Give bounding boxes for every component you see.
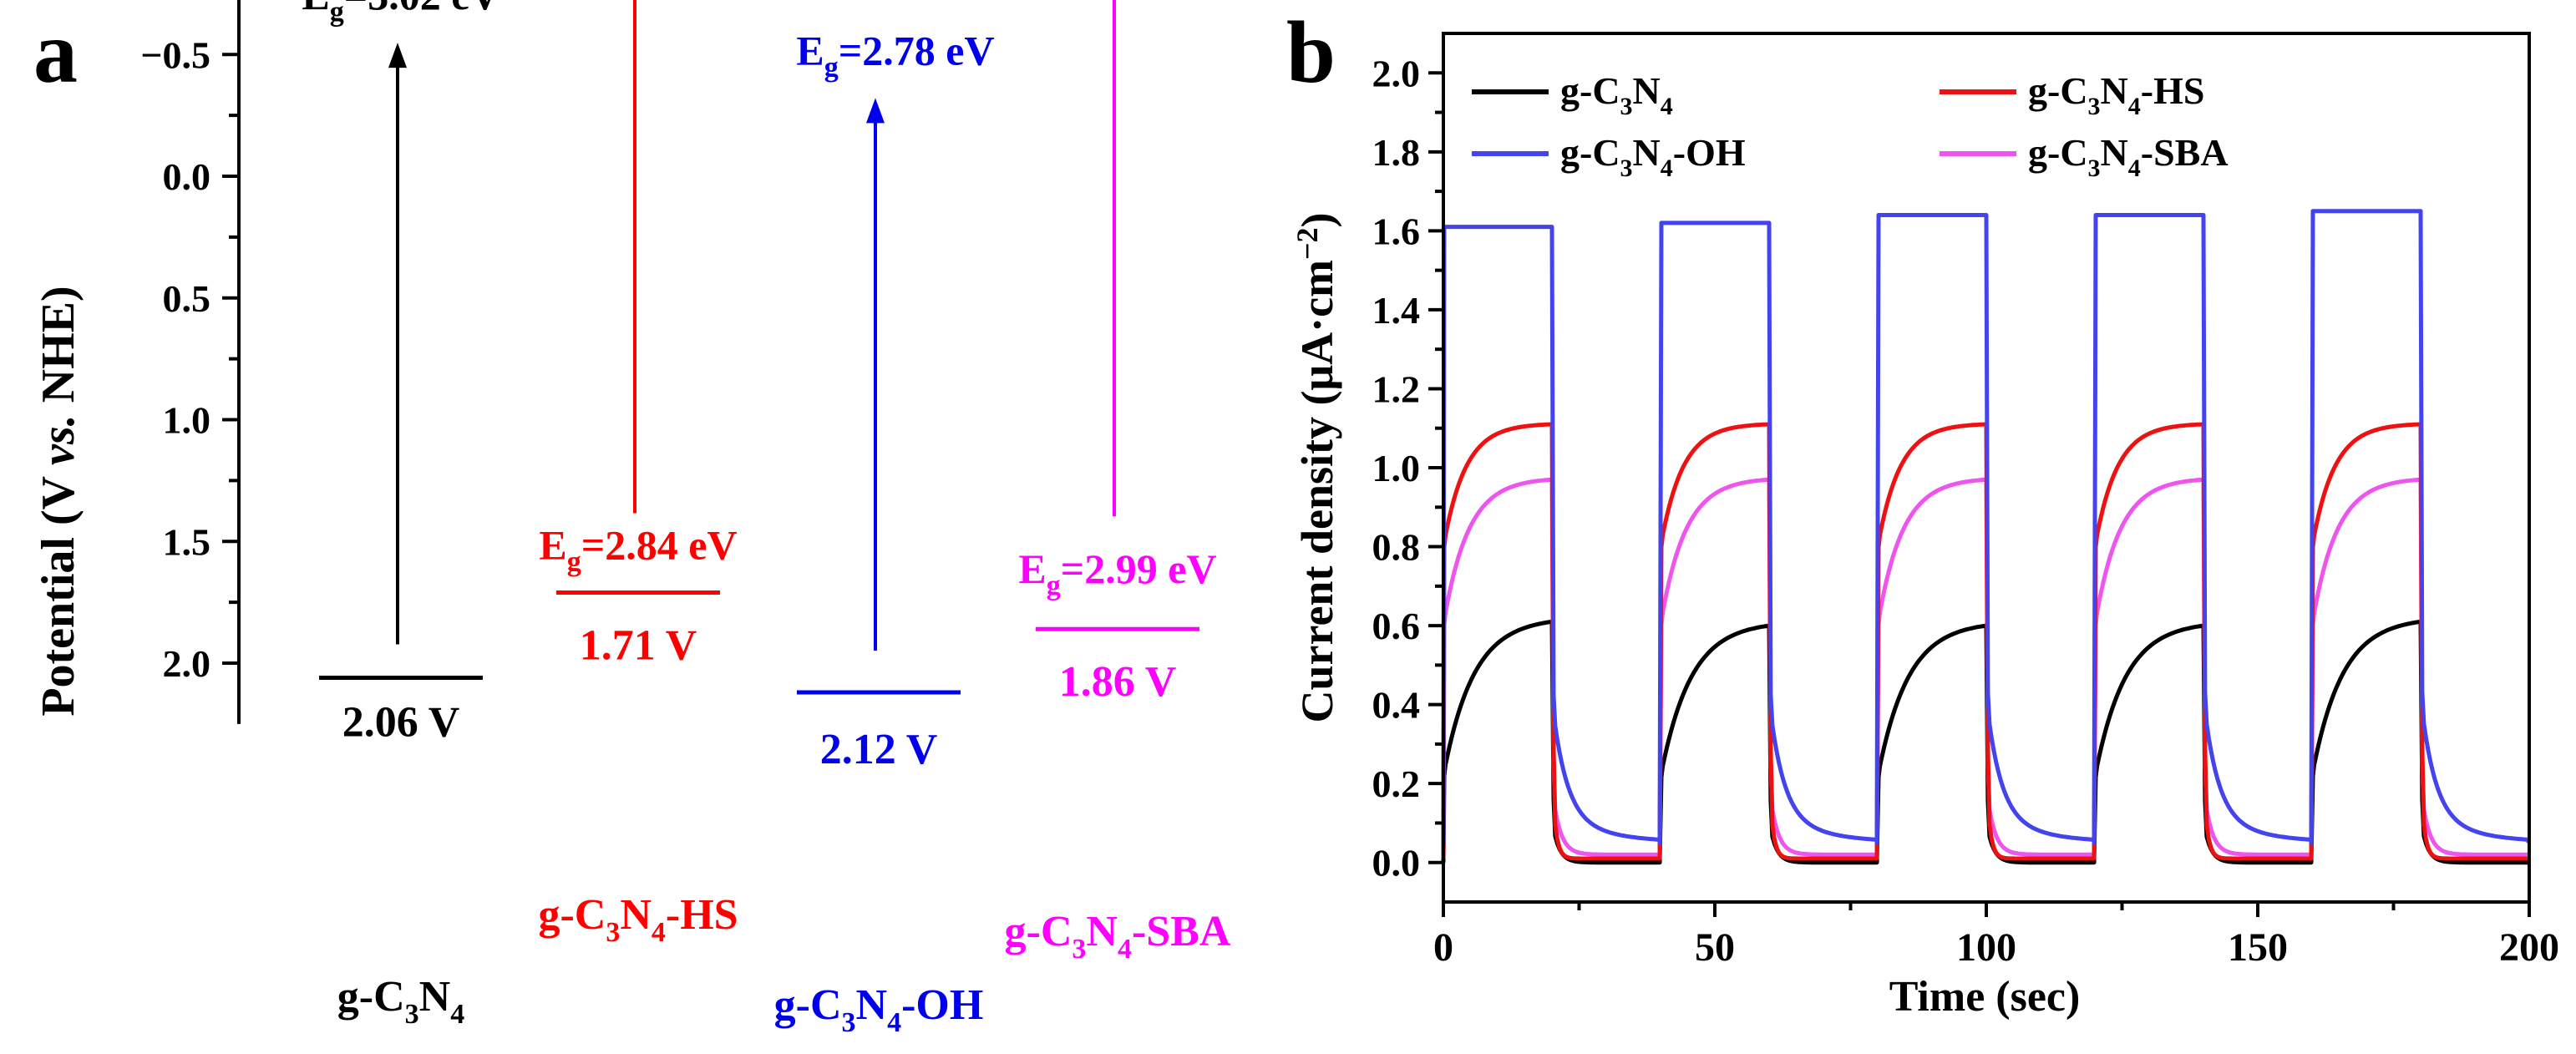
legend-entry-label: g-C3N4 [1560, 69, 1673, 120]
x-tick-label: 0 [1433, 925, 1453, 970]
y-tick-label: 0.4 [1372, 684, 1421, 727]
band-y-tick-label: 0.0 [163, 155, 211, 198]
photocurrent-ticks: 0 50 100 150 200 0.0 0.2 0.4 0.6 0.8 1.0 1.2 1.4 1.6 1… [1372, 52, 2560, 970]
legend-entry-label: g-C3N4-HS [2028, 69, 2204, 120]
vb-potential-label: 1.86 V [1059, 658, 1177, 706]
band-gap-label: Eg=2.78 eV [796, 27, 994, 83]
panel-label-b: b [1286, 3, 1336, 101]
band-gap-label: Eg=2.84 eV [539, 521, 737, 577]
vb-potential-label: 2.12 V [820, 726, 938, 773]
y-tick-label: 0.8 [1372, 526, 1421, 569]
photocurrent-series [1441, 209, 2531, 865]
y-tick-label: 1.0 [1372, 447, 1421, 489]
legend: g-C3N4 g-C3N4-HS g-C3N4-OH g-C3N4-SBA [1472, 69, 2229, 182]
y-tick-label: 0.6 [1372, 605, 1421, 647]
band-y-tick-label: 1.0 [163, 399, 211, 442]
band-gap-label: Eg=2.99 eV [1018, 545, 1216, 601]
vb-potential-label: 2.06 V [342, 698, 460, 746]
photocurrent-y-axis-label: Current density (μA·cm−2) [1291, 212, 1342, 722]
y-tick-label: 1.4 [1372, 289, 1421, 332]
band-y-tick-label: 0.5 [163, 277, 211, 320]
band-y-tick-label: 2.0 [163, 642, 211, 685]
panel-label-a: a [33, 3, 78, 101]
band-gap-label: Eg=3.02 eV [302, 0, 499, 28]
legend-entry-label: g-C3N4-SBA [2028, 131, 2229, 182]
band-y-tick-label: 1.5 [163, 520, 211, 563]
x-tick-label: 100 [1956, 925, 2016, 970]
y-tick-label: 1.8 [1372, 131, 1421, 174]
vb-potential-label: 1.71 V [580, 621, 697, 669]
sample-name-label: g-C3N4 [337, 973, 464, 1030]
arrow-head [388, 43, 407, 68]
sample-name-label: g-C3N4-HS [538, 891, 738, 948]
legend-entry-label: g-C3N4-OH [1560, 131, 1746, 182]
x-tick-label: 150 [2228, 925, 2288, 970]
y-tick-label: 0.2 [1372, 763, 1421, 805]
arrow-head [866, 98, 885, 124]
band-y-ticks: −1.0−0.50.00.51.01.52.0 [140, 33, 239, 685]
photocurrent-x-axis-label: Time (sec) [1889, 973, 2081, 1021]
sample-name-label: g-C3N4-OH [774, 981, 984, 1038]
y-tick-label: 1.2 [1372, 367, 1421, 410]
series-line [1441, 209, 2531, 845]
x-tick-label: 200 [2499, 925, 2559, 970]
band-diagram-panel: a Potential (V vs. NHE) −1.0−0.50.00.51.… [33, 0, 1231, 1038]
band-levels: −0.96 V2.06 VEg=3.02 eVg-C3N4−1.07 V1.71… [302, 0, 1231, 1038]
x-tick-label: 50 [1695, 925, 1735, 970]
band-y-axis-label: Potential (V vs. NHE) [33, 286, 84, 716]
sample-name-label: g-C3N4-SBA [1005, 908, 1231, 965]
photocurrent-panel: b Current density (μA·cm−2) Time (sec) 0… [1286, 3, 2559, 1021]
y-tick-label: 2.0 [1372, 52, 1421, 94]
band-y-tick-label: −0.5 [140, 33, 210, 76]
y-tick-label: 0.0 [1372, 842, 1421, 884]
y-tick-label: 1.6 [1372, 210, 1421, 252]
